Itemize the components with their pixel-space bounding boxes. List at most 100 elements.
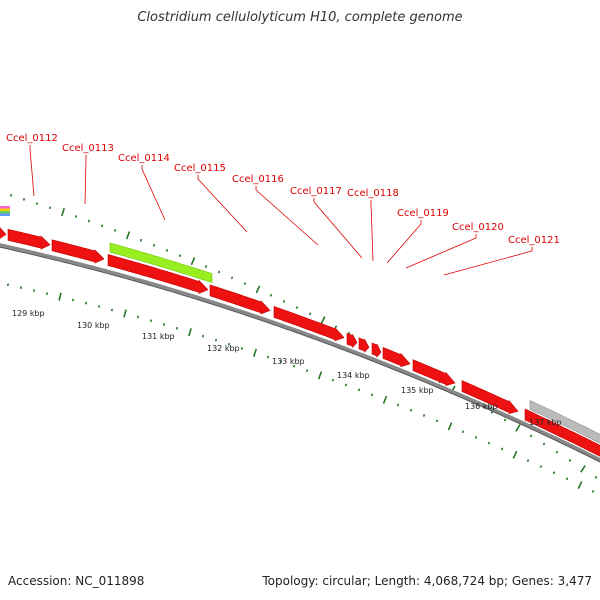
gene-leader-line	[255, 186, 319, 246]
inner-tick	[317, 371, 323, 380]
kbp-label: 129 kbp	[12, 309, 45, 318]
outer-tick	[542, 442, 546, 446]
inner-tick	[552, 471, 556, 475]
gene-label[interactable]: Ccel_0118	[347, 188, 399, 199]
inner-tick	[162, 323, 166, 326]
gene-label[interactable]: Ccel_0113	[62, 143, 114, 154]
backbone-shadow	[0, 246, 600, 463]
cds-arrow[interactable]	[371, 342, 382, 358]
gene-leader-line	[405, 234, 477, 269]
inner-tick	[331, 378, 335, 382]
outer-tick	[255, 285, 261, 294]
gene-label[interactable]: Ccel_0115	[174, 163, 226, 174]
rna-feature[interactable]	[109, 242, 213, 283]
inner-tick	[110, 308, 114, 312]
outer-tick	[295, 306, 299, 309]
inner-tick	[370, 393, 374, 397]
inner-tick	[396, 403, 400, 407]
gene-leader-line	[443, 247, 533, 276]
misc-feature[interactable]	[0, 213, 10, 217]
inner-tick	[240, 347, 244, 350]
outer-tick	[320, 316, 326, 325]
inner-tick-track	[6, 283, 595, 493]
outer-tick	[48, 206, 52, 210]
gene-leader-line	[84, 155, 87, 205]
feature-track[interactable]	[0, 206, 600, 458]
gene-leader-line	[29, 145, 35, 197]
outer-tick	[230, 276, 234, 280]
cds-arrow[interactable]	[107, 254, 209, 294]
inner-tick	[136, 315, 140, 319]
inner-tick	[32, 289, 36, 292]
gene-label[interactable]: Ccel_0121	[508, 235, 560, 246]
kbp-label: 132 kbp	[207, 344, 240, 353]
outer-tick	[204, 265, 208, 268]
outer-tick	[190, 257, 196, 266]
gene-label[interactable]: Ccel_0120	[452, 222, 504, 233]
misc-feature[interactable]	[0, 206, 10, 209]
cds-arrow[interactable]	[524, 408, 600, 458]
cds-arrow[interactable]	[209, 284, 271, 315]
inner-tick	[435, 419, 439, 423]
outer-tick	[555, 450, 559, 454]
cds-arrow[interactable]	[358, 337, 370, 353]
kbp-label: 130 kbp	[77, 321, 110, 330]
misc-feature[interactable]	[0, 208, 10, 212]
backbone-line	[0, 243, 600, 462]
inner-tick	[382, 395, 388, 404]
inner-tick	[474, 436, 478, 439]
cds-arrow[interactable]	[7, 228, 51, 250]
inner-tick	[422, 414, 426, 417]
gene-label[interactable]: Ccel_0116	[232, 174, 284, 185]
inner-tick	[500, 447, 504, 451]
outer-tick	[308, 312, 312, 316]
kbp-label: 137 kbp	[529, 418, 562, 427]
gene-leader-line	[386, 220, 422, 264]
cds-arrow[interactable]	[51, 239, 105, 264]
inner-tick	[84, 301, 88, 305]
outer-tick	[515, 424, 521, 432]
gene-label[interactable]: Ccel_0119	[397, 208, 449, 219]
outer-tick	[100, 224, 104, 228]
inner-tick	[447, 422, 453, 431]
inner-tick	[305, 369, 309, 373]
outer-tick	[60, 208, 66, 217]
outer-tick	[22, 197, 26, 201]
inner-tick	[188, 328, 192, 337]
outer-tick	[35, 202, 39, 205]
cds-arrow[interactable]	[382, 346, 411, 368]
inner-tick	[97, 305, 101, 308]
inner-tick	[123, 309, 127, 318]
inner-tick	[409, 408, 413, 412]
cds-arrow[interactable]	[346, 332, 358, 349]
gene-label[interactable]: Ccel_0112	[6, 133, 58, 144]
inner-tick	[149, 319, 153, 323]
gene-leader-line	[197, 175, 248, 233]
inner-tick	[539, 465, 543, 469]
inner-tick	[252, 348, 258, 357]
inner-tick	[526, 459, 530, 463]
cds-arrow[interactable]	[461, 380, 519, 414]
inner-tick	[487, 441, 491, 445]
inner-tick	[591, 489, 595, 493]
inner-tick	[565, 477, 569, 481]
inner-tick	[266, 355, 270, 359]
gene-label[interactable]: Ccel_0114	[118, 153, 170, 164]
misc-feature[interactable]	[0, 211, 10, 214]
gene-label[interactable]: Ccel_0117	[290, 186, 342, 197]
gene-leader-line	[141, 165, 166, 221]
outer-tick	[594, 475, 598, 479]
outer-tick	[152, 243, 156, 247]
cds-arrow[interactable]	[0, 225, 7, 239]
gene-labels[interactable]: Ccel_0112 Ccel_0113 Ccel_0114 Ccel_0115 Ccel…	[6, 133, 560, 246]
inner-tick	[6, 283, 10, 287]
inner-tick	[71, 298, 75, 302]
cds-arrow[interactable]	[273, 305, 345, 342]
inner-tick	[357, 388, 361, 392]
inner-tick	[512, 450, 518, 459]
outer-tick	[74, 215, 78, 218]
gene-leader-line	[313, 198, 363, 259]
pseudo-feature[interactable]	[529, 399, 600, 448]
cds-arrow[interactable]	[412, 359, 456, 386]
